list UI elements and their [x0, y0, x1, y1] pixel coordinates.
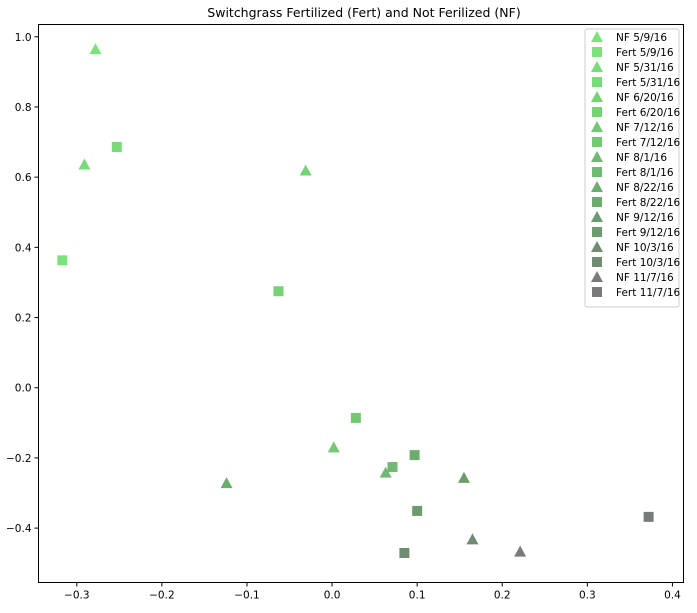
legend-label: NF 11/7/16	[616, 272, 674, 284]
y-tick-label: −0.4	[6, 523, 32, 535]
legend-square-swatch	[592, 257, 602, 267]
nf-triangle-marker	[89, 43, 102, 55]
x-tick-label: 0.1	[409, 590, 426, 602]
legend-label: Fert 11/7/16	[616, 287, 680, 299]
chart-title: Switchgrass Fertilized (Fert) and Not Fe…	[207, 5, 520, 20]
y-tick-label: −0.2	[6, 453, 32, 465]
legend-triangle-swatch	[591, 271, 603, 282]
nf-triangle-marker	[220, 477, 233, 489]
fert-square-marker	[409, 450, 420, 461]
legend-label: NF 7/12/16	[616, 122, 674, 134]
legend-triangle-swatch	[591, 151, 603, 162]
y-tick-label: 0.0	[15, 383, 32, 395]
legend-label: Fert 6/20/16	[616, 107, 680, 119]
legend-square-swatch	[592, 287, 602, 297]
legend-box	[584, 28, 680, 308]
x-axis-ticks: −0.3 −0.2 −0.1 0.0 0.1 0.2 0.3 0.4	[64, 582, 681, 602]
legend-triangle-swatch	[591, 31, 603, 42]
y-tick-label: 0.2	[15, 313, 32, 325]
nf-triangle-marker	[514, 545, 527, 557]
legend: NF 5/9/16 Fert 5/9/16 NF 5/31/16 Fert 5/31/…	[584, 28, 680, 308]
legend-triangle-swatch	[591, 241, 603, 252]
fert-square-marker	[412, 505, 423, 516]
x-tick-label: −0.3	[64, 590, 90, 602]
nf-triangle-marker	[457, 471, 470, 483]
y-tick-label: 0.8	[15, 102, 32, 114]
legend-square-swatch	[592, 227, 602, 237]
legend-square-swatch	[592, 77, 602, 87]
legend-square-swatch	[592, 137, 602, 147]
x-tick-label: 0.4	[664, 590, 681, 602]
nf-triangle-marker	[466, 533, 479, 545]
nf-triangle-marker	[327, 441, 340, 453]
y-axis-ticks: −0.4 −0.2 0.0 0.2 0.4 0.6 0.8 1.0	[6, 32, 39, 535]
nf-triangle-marker	[78, 158, 91, 170]
legend-label: NF 5/31/16	[616, 62, 674, 74]
legend-label: Fert 8/22/16	[616, 197, 680, 209]
fert-square-marker	[111, 141, 122, 152]
legend-label: NF 6/20/16	[616, 92, 674, 104]
fert-square-marker	[399, 548, 410, 559]
legend-label: Fert 7/12/16	[616, 137, 680, 149]
legend-square-swatch	[592, 107, 602, 117]
nf-triangle-marker	[379, 466, 392, 478]
fert-square-marker	[350, 412, 361, 423]
legend-label: Fert 5/9/16	[616, 47, 674, 59]
data-markers	[57, 43, 654, 559]
legend-square-swatch	[592, 167, 602, 177]
legend-square-swatch	[592, 197, 602, 207]
legend-label: Fert 8/1/16	[616, 167, 674, 179]
x-tick-label: 0.0	[324, 590, 341, 602]
legend-label: Fert 9/12/16	[616, 227, 680, 239]
x-tick-label: −0.1	[234, 590, 260, 602]
x-tick-label: 0.3	[579, 590, 596, 602]
legend-label: NF 5/9/16	[616, 32, 667, 44]
fert-square-marker	[57, 255, 68, 266]
fert-square-marker	[273, 286, 284, 297]
y-tick-label: 1.0	[15, 32, 32, 44]
nf-triangle-marker	[299, 164, 312, 176]
legend-label: NF 9/12/16	[616, 212, 674, 224]
legend-label: NF 10/3/16	[616, 242, 674, 254]
legend-triangle-swatch	[591, 121, 603, 132]
plot-frame	[38, 24, 684, 583]
fert-square-marker	[643, 511, 654, 522]
legend-square-swatch	[592, 47, 602, 57]
x-tick-label: −0.2	[149, 590, 175, 602]
legend-triangle-swatch	[591, 61, 603, 72]
legend-label: NF 8/22/16	[616, 182, 674, 194]
legend-label: Fert 5/31/16	[616, 77, 680, 89]
legend-label: NF 8/1/16	[616, 152, 667, 164]
x-tick-label: 0.2	[494, 590, 511, 602]
y-tick-label: 0.4	[15, 242, 32, 254]
legend-triangle-swatch	[591, 211, 603, 222]
fert-square-marker	[387, 462, 398, 473]
y-tick-label: 0.6	[15, 172, 32, 184]
legend-triangle-swatch	[591, 181, 603, 192]
legend-triangle-swatch	[591, 91, 603, 102]
legend-label: Fert 10/3/16	[616, 257, 680, 269]
